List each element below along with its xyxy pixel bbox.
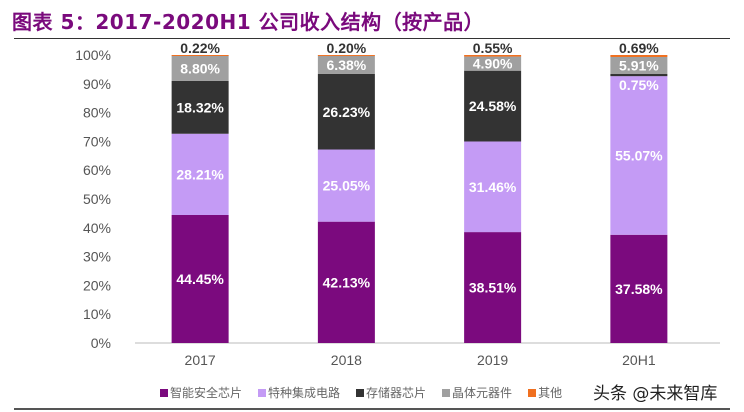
y-tick-label: 70% xyxy=(83,133,111,149)
legend-item: 存储器芯片 xyxy=(356,384,426,401)
data-label: 0.20% xyxy=(327,40,367,56)
bar-segment xyxy=(610,234,668,343)
legend-label: 智能安全芯片 xyxy=(170,386,243,400)
legend-label: 特种集成电路 xyxy=(268,386,341,400)
y-tick-label: 40% xyxy=(83,220,111,236)
bar-segment xyxy=(317,55,375,74)
bottom-rule xyxy=(14,408,730,410)
legend-item: 智能安全芯片 xyxy=(160,384,242,401)
data-label: 18.32% xyxy=(176,99,224,115)
data-label: 0.69% xyxy=(619,40,659,56)
data-label: 37.58% xyxy=(615,281,663,297)
data-label: 38.51% xyxy=(469,280,517,296)
data-label: 0.75% xyxy=(619,77,659,93)
data-label: 0.55% xyxy=(473,40,513,56)
y-tick-label: 10% xyxy=(83,306,111,322)
data-label: 25.05% xyxy=(323,178,371,194)
x-tick-label: 2017 xyxy=(185,352,216,368)
data-label: 4.90% xyxy=(473,56,513,72)
data-label: 6.38% xyxy=(327,57,367,73)
data-label: 0.22% xyxy=(180,40,220,56)
bar-segment xyxy=(464,70,522,142)
data-label: 24.58% xyxy=(469,98,517,114)
bar-segment xyxy=(317,55,375,57)
y-tick-label: 80% xyxy=(83,105,111,121)
top-rule xyxy=(14,38,730,39)
chart-title: 图表 5：2017-2020H1 公司收入结构（按产品） xyxy=(12,10,485,34)
legend-swatch xyxy=(160,388,168,397)
legend-swatch xyxy=(258,388,267,397)
legend-swatch xyxy=(356,388,365,397)
y-tick-label: 30% xyxy=(83,249,111,265)
bar-segment xyxy=(610,74,668,77)
y-tick-label: 0% xyxy=(91,335,111,351)
stacked-bar-chart: 0% 10% 20% 30% 40% 50% 60% 70% 80% 90% 100% 2017 44.… xyxy=(75,40,720,368)
bar-segment xyxy=(171,133,229,215)
bar-segment xyxy=(464,141,522,233)
legend-swatch xyxy=(528,388,537,397)
bar-segment xyxy=(317,149,375,222)
legend-label: 晶体元器件 xyxy=(452,386,513,400)
y-tick-label: 50% xyxy=(83,191,111,207)
bar-segment xyxy=(317,221,375,343)
legend-item: 特种集成电路 xyxy=(258,384,340,401)
bar-segment xyxy=(610,56,668,75)
bar-segment xyxy=(464,55,522,57)
legend-item: 晶体元器件 xyxy=(442,384,512,401)
legend-item: 其他 xyxy=(528,384,562,401)
bar-segment xyxy=(464,232,522,343)
data-label: 31.46% xyxy=(469,179,517,195)
watermark: 头条 @未来智库 xyxy=(593,384,718,404)
legend: 智能安全芯片 特种集成电路 存储器芯片 晶体元器件 其他 xyxy=(160,384,562,401)
bar-segment xyxy=(610,76,668,235)
bar-segment xyxy=(171,80,229,134)
data-label: 44.45% xyxy=(176,271,224,287)
data-label: 55.07% xyxy=(615,147,663,163)
bar-segment xyxy=(610,55,668,57)
data-label: 26.23% xyxy=(323,104,371,120)
x-tick-label: 20H1 xyxy=(622,352,656,368)
data-label: 5.91% xyxy=(619,57,659,73)
bar-segment xyxy=(171,55,229,56)
legend-label: 存储器芯片 xyxy=(366,386,427,400)
y-tick-label: 90% xyxy=(83,76,111,92)
bar-segment xyxy=(317,73,375,150)
y-tick-label: 100% xyxy=(75,47,111,63)
bar-segment xyxy=(171,55,229,81)
legend-swatch xyxy=(442,388,451,397)
y-tick-label: 20% xyxy=(83,277,111,293)
data-label: 8.80% xyxy=(180,60,220,76)
y-tick-label: 60% xyxy=(83,162,111,178)
data-label: 42.13% xyxy=(323,274,371,290)
x-tick-label: 2019 xyxy=(477,352,508,368)
data-label: 28.21% xyxy=(176,166,224,182)
legend-label: 其他 xyxy=(538,386,563,400)
bar-segment xyxy=(171,214,229,343)
bar-segment xyxy=(464,56,522,71)
x-tick-label: 2018 xyxy=(331,352,362,368)
